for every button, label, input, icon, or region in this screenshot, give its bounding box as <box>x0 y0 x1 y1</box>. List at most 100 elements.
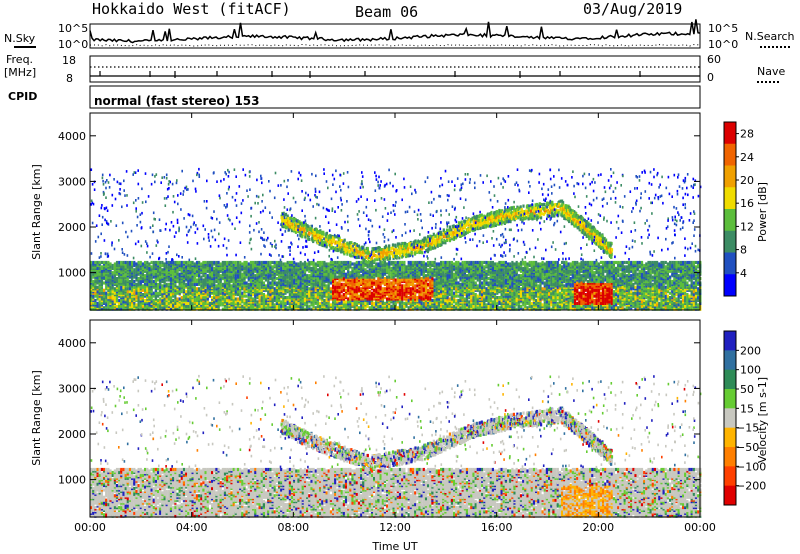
power-cell <box>259 265 261 268</box>
power-cell <box>297 286 299 289</box>
power-cell <box>341 295 343 298</box>
power-cell <box>94 299 96 302</box>
power-cell <box>289 274 291 277</box>
power-cell <box>453 305 455 308</box>
power-cell <box>434 299 436 302</box>
power-cell <box>447 264 449 267</box>
power-cell <box>269 277 271 280</box>
power-cell <box>259 283 261 286</box>
power-cell <box>215 261 217 264</box>
power-cell <box>112 264 114 267</box>
power-cell <box>233 283 235 286</box>
power-cell <box>254 299 256 302</box>
power-cell <box>328 267 330 270</box>
power-cell <box>107 293 109 296</box>
power-cell <box>306 274 308 277</box>
power-cell <box>338 302 340 305</box>
power-cell <box>250 306 252 309</box>
power-cell <box>241 262 243 265</box>
power-cell <box>97 290 99 293</box>
power-cell <box>187 283 189 286</box>
power-cell <box>455 267 457 270</box>
power-cell <box>116 305 118 308</box>
power-cell <box>248 268 250 271</box>
power-cell <box>205 289 207 292</box>
power-cell <box>423 303 425 306</box>
power-cell <box>127 290 129 293</box>
power-cell <box>323 299 325 302</box>
power-cell <box>213 261 215 264</box>
power-cell <box>388 280 390 283</box>
power-cell <box>218 280 220 283</box>
power-cell <box>127 287 129 290</box>
power-cell <box>319 261 321 264</box>
power-cell <box>412 299 414 302</box>
power-cell <box>405 293 407 296</box>
power-cell <box>259 299 261 302</box>
power-cell <box>431 281 433 284</box>
power-cell <box>218 261 220 264</box>
power-cell <box>133 305 135 308</box>
power-cell <box>287 296 289 299</box>
power-cell <box>274 270 276 273</box>
power-cell <box>237 297 239 300</box>
power-cell <box>97 293 99 296</box>
freq-spikes <box>100 71 640 78</box>
power-cell <box>377 277 379 280</box>
power-cell <box>295 300 297 303</box>
power-cell <box>447 300 449 303</box>
power-cell <box>321 281 323 284</box>
power-cell <box>345 278 347 281</box>
power-cell <box>306 262 308 265</box>
power-cell <box>155 296 157 299</box>
power-cell <box>434 278 436 281</box>
power-cell <box>373 281 375 284</box>
power-cell <box>369 270 371 273</box>
power-cell <box>401 271 403 274</box>
power-cell <box>425 274 427 277</box>
power-cell <box>313 305 315 308</box>
power-cell <box>105 299 107 302</box>
power-cell <box>226 296 228 299</box>
power-cell <box>220 296 222 299</box>
power-cell <box>399 293 401 296</box>
power-cell <box>332 261 334 264</box>
power-cell <box>341 300 343 303</box>
power-cell <box>166 283 168 286</box>
power-cell <box>302 306 304 309</box>
power-cell <box>114 287 116 290</box>
power-cell <box>209 281 211 284</box>
power-cell <box>248 283 250 286</box>
power-cell <box>153 267 155 270</box>
power-cell <box>477 276 479 279</box>
power-cell <box>107 303 109 306</box>
power-cell <box>94 292 96 295</box>
power-cell <box>326 262 328 265</box>
power-cell <box>196 278 198 281</box>
power-cell <box>479 280 481 283</box>
power-cell <box>250 287 252 290</box>
power-cell <box>354 300 356 303</box>
power-cell <box>360 287 362 290</box>
power-cell <box>341 261 343 264</box>
power-cell <box>135 295 137 298</box>
power-cell <box>103 306 105 309</box>
power-cell <box>436 281 438 284</box>
power-cell <box>105 284 107 287</box>
power-cell <box>189 271 191 274</box>
power-cell <box>369 264 371 267</box>
power-cell <box>326 270 328 273</box>
power-cell <box>138 277 140 280</box>
power-cell <box>133 268 135 271</box>
power-cell <box>414 261 416 264</box>
power-cell <box>230 277 232 280</box>
power-cell <box>157 283 159 286</box>
power-cell <box>185 283 187 286</box>
power-cell <box>109 281 111 284</box>
power-cell <box>334 274 336 277</box>
power-cell <box>138 292 140 295</box>
power-cell <box>403 271 405 274</box>
power-cell <box>220 267 222 270</box>
power-cell <box>252 261 254 264</box>
power-cell <box>209 268 211 271</box>
